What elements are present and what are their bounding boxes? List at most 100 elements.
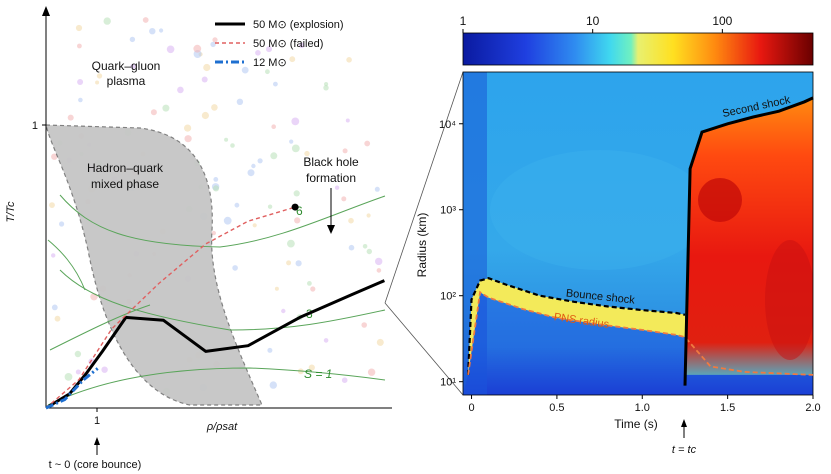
particle-dot	[308, 364, 315, 371]
particle-dot	[376, 338, 384, 346]
particle-dot	[366, 248, 372, 255]
particle-dot	[294, 217, 301, 224]
particle-dot	[224, 137, 229, 142]
qgp-label-1: Quark–gluon	[92, 59, 161, 73]
bounce-shock-curve	[467, 277, 686, 375]
particle-dot	[213, 177, 219, 182]
colorbar-tick-label-0: 1	[460, 14, 467, 28]
heatmap-y-tick-label-0: 10¹	[440, 377, 456, 389]
particle-dot	[75, 369, 81, 375]
particle-dot	[103, 17, 111, 25]
particle-dot	[367, 368, 376, 376]
heatmap-x-tick-label-4: 2.0	[805, 402, 820, 414]
colorbar-tick-label-2: 100	[712, 14, 732, 28]
particle-dot	[346, 57, 352, 63]
phase-diagram: 1 1 T/Tc ρ/ρsat Quark–gluon plasma Hadro…	[5, 6, 392, 471]
particle-dot	[234, 202, 240, 208]
particle-dot	[130, 63, 136, 70]
bounce-annotation: t ~ 0 (core bounce)	[49, 459, 142, 471]
particle-dot	[323, 85, 329, 91]
particle-dot	[289, 56, 296, 63]
particle-dot	[230, 143, 235, 148]
particle-dot	[236, 98, 244, 106]
x-axis-label: ρ/ρsat	[206, 421, 238, 433]
particle-dot	[345, 118, 350, 123]
particle-dot	[51, 253, 56, 258]
y-axis-arrow	[42, 6, 50, 16]
particle-dot	[295, 260, 302, 267]
series-line-0	[45, 279, 385, 410]
particle-dot	[64, 373, 73, 381]
particle-dot	[255, 50, 261, 56]
particle-dot	[184, 135, 192, 143]
particle-dot	[293, 190, 300, 197]
heatmap-y-tick-label-3: 10⁴	[439, 119, 456, 131]
mixed-phase-region	[45, 124, 263, 406]
isentrope-lines	[47, 194, 386, 406]
particle-dot	[159, 28, 164, 33]
particle-dot	[307, 281, 312, 286]
entropy-label-1: S = 1	[304, 367, 332, 381]
particle-dot	[241, 66, 249, 74]
bounce-arrowhead	[94, 437, 100, 445]
heatmap-x-tick-label-3: 1.5	[720, 402, 735, 414]
second-shock-curve	[683, 96, 814, 386]
particle-dot	[193, 44, 202, 53]
heatmap-x-tick-label-2: 1.0	[635, 402, 650, 414]
heatmap-frame	[462, 71, 814, 396]
zoom-connector-top	[384, 71, 464, 304]
bh-label-1: Black hole	[303, 155, 359, 169]
particle-dot	[257, 158, 263, 164]
particle-dot	[142, 17, 149, 23]
particle-dot	[270, 152, 278, 160]
particle-dot	[362, 244, 368, 249]
particle-dot	[323, 338, 329, 343]
particle-dot	[281, 308, 286, 314]
particle-dot	[324, 82, 329, 87]
particle-dot	[67, 114, 74, 121]
heatmap-panel: 1 10 100 0 0.5 1.0 1.5 2.0 10¹ 10² 10³ 10⁴ Radius …	[415, 14, 821, 456]
series-line-1	[45, 206, 296, 409]
particle-dot	[96, 73, 103, 79]
particle-dot	[95, 80, 100, 85]
heatmap-axes: 0 0.5 1.0 1.5 2.0 10¹ 10² 10³ 10⁴	[439, 119, 821, 414]
particle-dot	[291, 117, 300, 126]
particle-dot	[75, 24, 83, 32]
particle-dot	[223, 216, 232, 225]
particle-dot	[273, 81, 278, 87]
particle-dot	[184, 124, 192, 132]
particle-dot	[251, 163, 256, 169]
bh-arrowhead	[327, 225, 335, 234]
heatmap-y-axis-label: Radius (km)	[415, 213, 429, 278]
particle-dot	[334, 185, 340, 190]
particle-dot	[265, 69, 270, 75]
particle-dot	[212, 37, 218, 43]
particle-dot	[267, 347, 273, 353]
particle-dot	[348, 217, 354, 224]
particle-dot	[341, 377, 348, 384]
particle-dot	[304, 150, 310, 157]
colorbar-ticks: 1 10 100	[460, 14, 733, 33]
legend: 50 M⊙ (explosion) 50 M⊙ (failed) 12 M⊙	[215, 19, 344, 69]
trajectory-series	[45, 203, 385, 410]
particle-dot	[299, 42, 305, 49]
isentrope-6	[59, 194, 386, 248]
particle-dot	[287, 239, 295, 248]
heatmap-x-tick-label-1: 0.5	[549, 402, 564, 414]
particle-dot	[201, 111, 209, 120]
particle-dot	[211, 230, 216, 236]
particle-dot	[274, 286, 279, 291]
particle-dot	[269, 381, 277, 389]
series-line-2	[45, 367, 99, 410]
particle-dot	[49, 202, 55, 209]
particle-dot	[364, 140, 371, 147]
particle-dot	[201, 76, 208, 83]
particle-dot	[212, 185, 220, 192]
colorbar-tick-label-1: 10	[586, 14, 600, 28]
particle-dot	[210, 41, 216, 48]
black-hole-point	[291, 203, 299, 211]
isentrope-extra-2	[47, 239, 86, 291]
heatmap-curves	[467, 96, 814, 386]
isentrope-3	[59, 269, 386, 331]
